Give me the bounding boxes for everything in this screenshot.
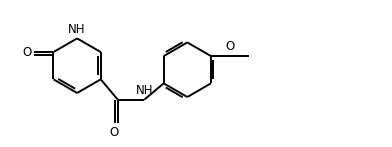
Text: O: O (226, 40, 235, 53)
Text: O: O (22, 46, 32, 59)
Text: NH: NH (136, 84, 153, 97)
Text: NH: NH (68, 23, 86, 36)
Text: O: O (109, 126, 118, 139)
